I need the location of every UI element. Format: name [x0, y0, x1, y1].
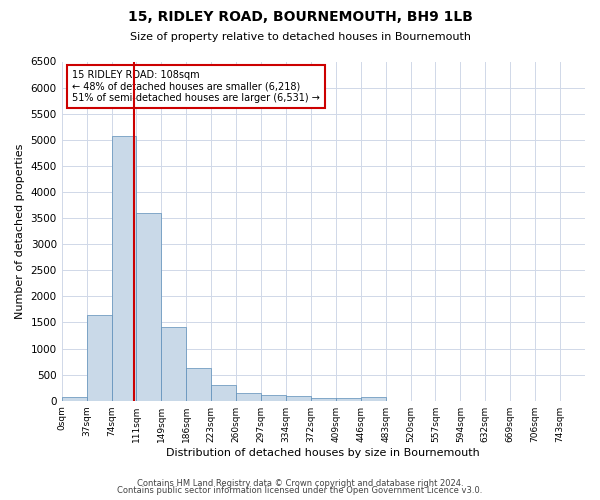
Bar — [112, 136, 136, 400]
Bar — [236, 393, 261, 400]
Bar — [211, 386, 236, 400]
Text: 15, RIDLEY ROAD, BOURNEMOUTH, BH9 1LB: 15, RIDLEY ROAD, BOURNEMOUTH, BH9 1LB — [128, 10, 472, 24]
X-axis label: Distribution of detached houses by size in Bournemouth: Distribution of detached houses by size … — [166, 448, 480, 458]
Bar — [86, 314, 112, 400]
Bar — [136, 213, 161, 400]
Bar — [62, 397, 86, 400]
Bar — [311, 398, 336, 400]
Bar — [161, 326, 186, 400]
Bar — [361, 397, 386, 400]
Text: Contains public sector information licensed under the Open Government Licence v3: Contains public sector information licen… — [118, 486, 482, 495]
Bar — [186, 368, 211, 400]
Text: Size of property relative to detached houses in Bournemouth: Size of property relative to detached ho… — [130, 32, 470, 42]
Bar — [261, 394, 286, 400]
Bar — [336, 398, 361, 400]
Y-axis label: Number of detached properties: Number of detached properties — [15, 144, 25, 319]
Text: Contains HM Land Registry data © Crown copyright and database right 2024.: Contains HM Land Registry data © Crown c… — [137, 478, 463, 488]
Text: 15 RIDLEY ROAD: 108sqm
← 48% of detached houses are smaller (6,218)
51% of semi-: 15 RIDLEY ROAD: 108sqm ← 48% of detached… — [72, 70, 320, 103]
Bar — [286, 396, 311, 400]
